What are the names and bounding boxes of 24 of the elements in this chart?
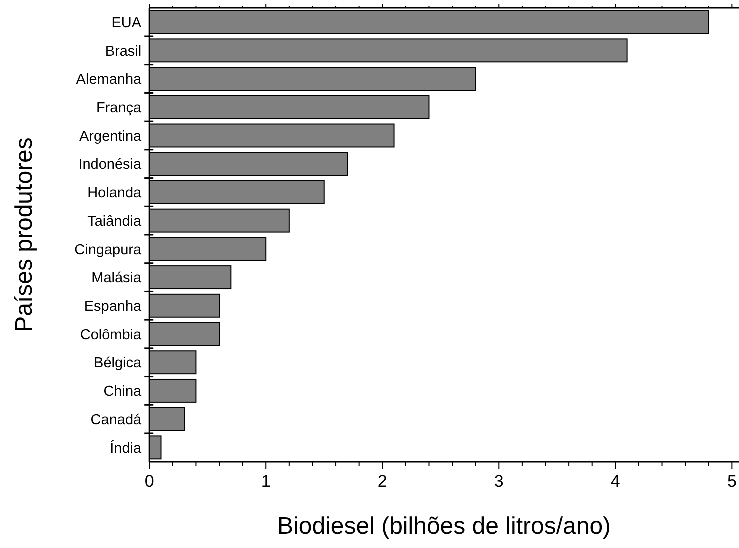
- x-tick-label: 5: [727, 472, 737, 491]
- y-tick-label: Brasil: [105, 44, 142, 60]
- y-tick-label: Colômbia: [80, 327, 143, 344]
- y-axis-title: Países produtores: [11, 138, 38, 332]
- y-tick-label: Cingapura: [74, 242, 143, 258]
- x-tick-label: 2: [378, 472, 388, 491]
- y-tick-label: Argentina: [80, 128, 143, 145]
- x-tick-label: 0: [144, 472, 154, 491]
- y-tick-label: Alemanha: [76, 72, 143, 88]
- x-tick-label: 1: [261, 472, 271, 491]
- y-tick-label: Taiândia: [88, 214, 143, 230]
- y-tick-label: Holanda: [88, 186, 143, 202]
- x-axis-title: Biodiesel (bilhões de litros/ano): [278, 513, 612, 540]
- y-tick-label: Canadá: [90, 412, 143, 428]
- y-tick-label: Indonésia: [78, 157, 143, 174]
- x-tick-label: 4: [610, 472, 620, 491]
- y-tick-label: Índia: [110, 440, 143, 457]
- y-tick-label: Espanha: [84, 298, 143, 315]
- y-tick-label: China: [104, 384, 143, 400]
- y-tick-label: EUA: [112, 15, 142, 32]
- x-tick-label: 3: [494, 472, 504, 491]
- y-tick-label: Malásia: [92, 270, 143, 287]
- y-tick-label: Bélgica: [94, 356, 143, 372]
- y-tick-label: França: [96, 100, 143, 116]
